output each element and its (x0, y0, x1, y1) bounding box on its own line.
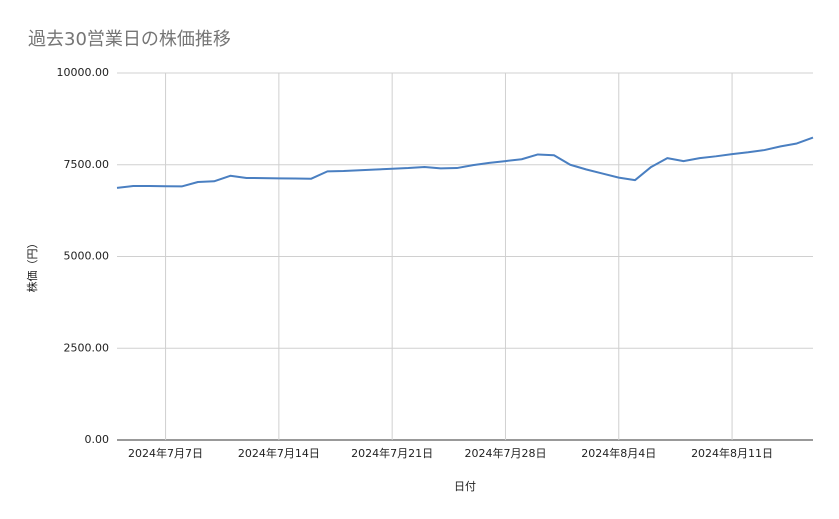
x-tick-label: 2024年7月14日 (238, 446, 320, 460)
x-tick-label: 2024年8月4日 (581, 446, 656, 460)
y-axis-title: 株価（円） (25, 238, 39, 293)
x-tick-label: 2024年7月7日 (128, 446, 203, 460)
chart-title: 過去30営業日の株価推移 (28, 29, 231, 50)
y-tick-label: 2500.00 (64, 341, 110, 354)
y-tick-label: 7500.00 (64, 158, 110, 171)
x-tick-label: 2024年7月21日 (351, 446, 433, 460)
y-tick-label: 10000.00 (57, 66, 110, 79)
line-series (116, 136, 814, 189)
x-tick-label: 2024年7月28日 (464, 446, 546, 460)
x-axis-title: 日付 (454, 480, 476, 493)
y-tick-label: 0.00 (85, 433, 110, 446)
x-tick-label: 2024年8月11日 (691, 446, 773, 460)
y-tick-label: 5000.00 (64, 250, 110, 263)
